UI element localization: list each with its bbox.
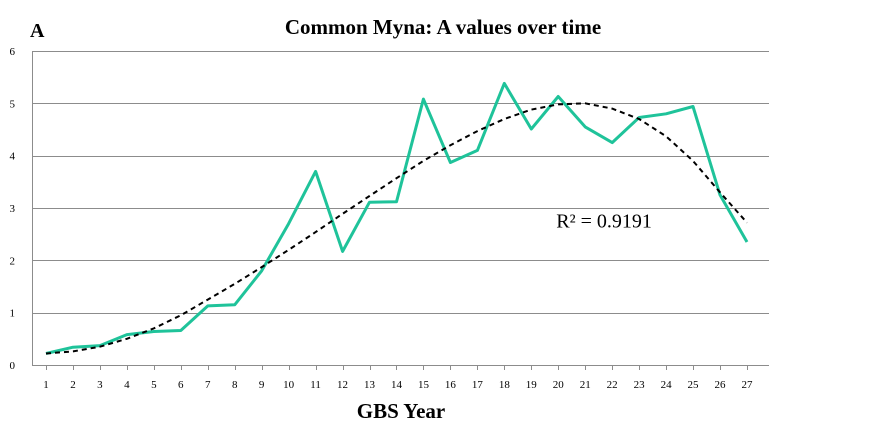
y-tick-label: 4 xyxy=(10,151,16,163)
panel-label: A xyxy=(30,20,45,42)
axes xyxy=(32,51,769,370)
x-tick-label: 5 xyxy=(151,379,157,391)
x-tick-label: 2 xyxy=(70,379,76,391)
series xyxy=(45,81,749,355)
y-tick-label: 3 xyxy=(10,203,16,215)
trendline xyxy=(45,102,748,355)
x-tick-label: 12 xyxy=(337,379,348,391)
x-tick-label: 13 xyxy=(364,379,376,391)
x-tick-label: 11 xyxy=(310,379,321,391)
x-tick-label: 17 xyxy=(472,379,484,391)
x-tick-label: 21 xyxy=(580,379,591,391)
y-tick-label: 6 xyxy=(10,46,16,58)
x-tick-label: 10 xyxy=(283,379,295,391)
x-tick-label: 26 xyxy=(715,379,727,391)
x-tick-label: 16 xyxy=(445,379,457,391)
x-tick-label: 22 xyxy=(607,379,618,391)
x-tick-label: 25 xyxy=(688,379,700,391)
x-tick-label: 6 xyxy=(178,379,184,391)
y-tick-labels: 0 1 2 3 4 5 6 xyxy=(10,46,16,372)
x-tick-label: 15 xyxy=(418,379,430,391)
x-tick-label: 20 xyxy=(553,379,565,391)
y-tick-label: 1 xyxy=(10,308,16,320)
x-tick-label: 18 xyxy=(499,379,511,391)
y-tick-label: 2 xyxy=(10,255,16,267)
x-tick-label: 3 xyxy=(97,379,103,391)
x-tick-labels: 1 2 3 4 5 6 7 8 9 10 11 12 13 14 15 16 17 18 19 20 21 22 23 24 2… xyxy=(43,379,753,391)
r-squared-annotation: R² = 0.9191 xyxy=(556,210,652,232)
x-tick-label: 1 xyxy=(43,379,49,391)
x-axis-title: GBS Year xyxy=(357,399,445,423)
chart-title: Common Myna: A values over time xyxy=(285,15,601,39)
annotations: R² = 0.9191 xyxy=(556,210,652,232)
x-tick-label: 27 xyxy=(741,379,753,391)
x-tick-label: 24 xyxy=(661,379,673,391)
x-tick-label: 9 xyxy=(259,379,265,391)
series-line xyxy=(45,81,749,355)
x-tick-label: 8 xyxy=(232,379,238,391)
x-tick-label: 14 xyxy=(391,379,403,391)
y-tick-label: 5 xyxy=(10,98,16,110)
x-tick-label: 4 xyxy=(124,379,130,391)
y-tick-label: 0 xyxy=(10,360,16,372)
x-tick-label: 7 xyxy=(205,379,211,391)
x-tick-label: 19 xyxy=(526,379,538,391)
gridlines xyxy=(32,51,769,314)
x-tick-label: 23 xyxy=(634,379,646,391)
